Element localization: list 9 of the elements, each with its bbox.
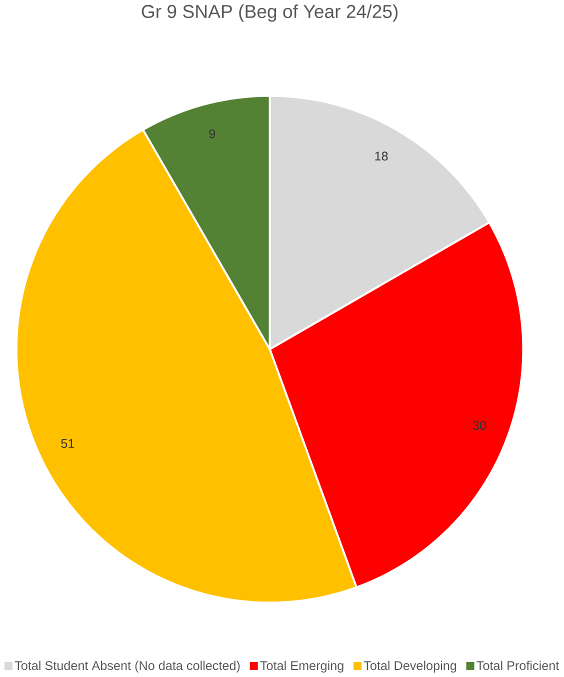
data-label: 9 bbox=[209, 129, 216, 138]
data-label: 18 bbox=[375, 152, 388, 161]
legend-label: Total Proficient bbox=[476, 660, 560, 670]
data-label: 51 bbox=[61, 439, 74, 448]
legend-label: Total Emerging bbox=[260, 660, 344, 673]
data-label: 30 bbox=[473, 421, 486, 430]
legend-label: Total Developing bbox=[364, 660, 456, 673]
legend-label: Total Student Absent (No data collected) bbox=[15, 660, 240, 673]
chart-title: Gr 9 SNAP (Beg of Year 24/25) bbox=[142, 4, 398, 22]
